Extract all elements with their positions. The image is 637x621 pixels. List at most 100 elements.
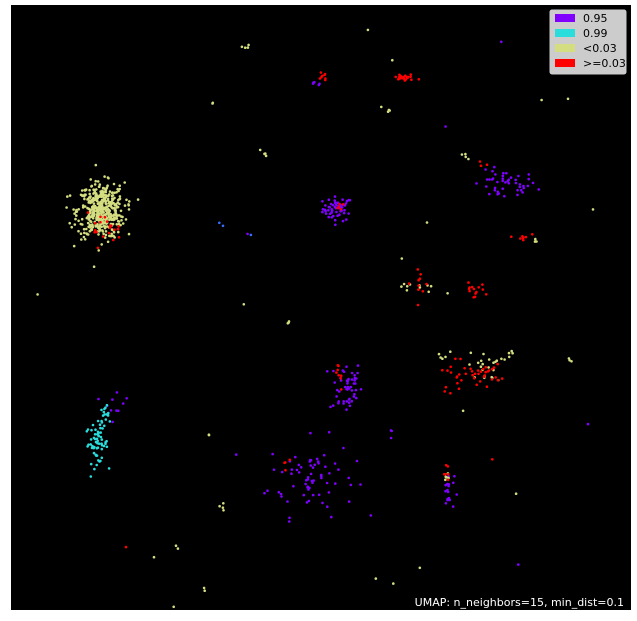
data-point (407, 282, 411, 285)
data-point (91, 225, 95, 229)
data-point (339, 379, 343, 382)
data-point (487, 366, 490, 369)
data-point (586, 422, 590, 426)
data-point (514, 178, 517, 182)
data-point (516, 193, 519, 197)
data-point (390, 429, 394, 433)
data-point (425, 221, 429, 224)
data-point (234, 453, 238, 456)
data-point (490, 375, 494, 379)
data-point (335, 210, 338, 214)
data-point (288, 520, 291, 523)
data-point (488, 178, 491, 181)
data-point (327, 209, 330, 212)
data-point (105, 220, 109, 223)
data-point (73, 223, 77, 226)
data-point (103, 193, 106, 197)
data-point (302, 493, 306, 497)
data-point (356, 371, 359, 375)
data-point (100, 421, 104, 424)
data-point (491, 169, 494, 173)
data-point (479, 164, 483, 168)
data-point (333, 462, 337, 465)
data-point (501, 179, 505, 183)
data-point (327, 491, 331, 494)
data-point (464, 152, 467, 156)
data-point (115, 191, 118, 194)
data-point (80, 238, 83, 241)
data-point (449, 371, 453, 374)
data-point (387, 108, 391, 112)
data-point (92, 436, 96, 440)
data-point (96, 216, 100, 220)
data-point (85, 430, 89, 433)
data-point (97, 233, 100, 236)
data-point (337, 468, 340, 471)
data-point (504, 181, 507, 184)
data-point (115, 206, 119, 209)
data-point (333, 218, 337, 222)
data-point (481, 362, 485, 366)
data-point (484, 293, 488, 296)
data-point (98, 423, 102, 427)
data-point (338, 390, 341, 393)
data-point (473, 376, 476, 380)
data-point (507, 182, 511, 185)
data-point (469, 367, 472, 371)
data-point (118, 184, 121, 187)
scatter-points (36, 28, 595, 609)
data-point (102, 196, 106, 200)
legend-swatch (555, 14, 575, 22)
data-point (91, 205, 95, 208)
data-point (339, 208, 343, 211)
data-point (521, 191, 524, 194)
data-point (476, 369, 480, 372)
data-point (96, 180, 100, 183)
data-point (479, 365, 483, 369)
data-point (264, 154, 268, 158)
data-point (492, 366, 496, 369)
data-point (456, 381, 459, 385)
data-point (446, 473, 450, 476)
data-point (522, 238, 525, 242)
data-point (83, 231, 86, 235)
data-point (522, 186, 526, 190)
data-point (77, 219, 80, 223)
data-point (461, 409, 465, 413)
data-point (115, 223, 119, 226)
data-point (290, 468, 294, 471)
data-point (416, 268, 420, 271)
data-point (327, 205, 331, 209)
data-point (202, 586, 206, 590)
data-point (353, 392, 356, 396)
data-point (97, 219, 101, 222)
data-point (118, 195, 122, 198)
data-point (484, 370, 487, 374)
data-point (101, 193, 104, 196)
data-point (345, 387, 348, 391)
data-point (401, 76, 405, 80)
data-point (350, 389, 354, 392)
data-point (514, 181, 518, 185)
data-point (468, 363, 471, 366)
data-point (473, 372, 477, 376)
data-point (176, 547, 180, 550)
data-point (89, 462, 93, 466)
data-point (94, 179, 97, 183)
data-point (475, 182, 478, 185)
data-point (518, 185, 522, 189)
data-point (336, 364, 340, 367)
data-point (89, 196, 92, 199)
data-point (299, 466, 303, 469)
data-point (522, 184, 525, 188)
data-point (510, 349, 513, 353)
data-point (446, 292, 449, 295)
data-point (118, 187, 121, 191)
data-point (344, 202, 348, 205)
data-point (107, 176, 110, 180)
data-point (452, 481, 455, 485)
data-point (481, 283, 484, 286)
data-point (100, 442, 103, 446)
data-point (102, 410, 106, 414)
data-point (418, 277, 422, 281)
